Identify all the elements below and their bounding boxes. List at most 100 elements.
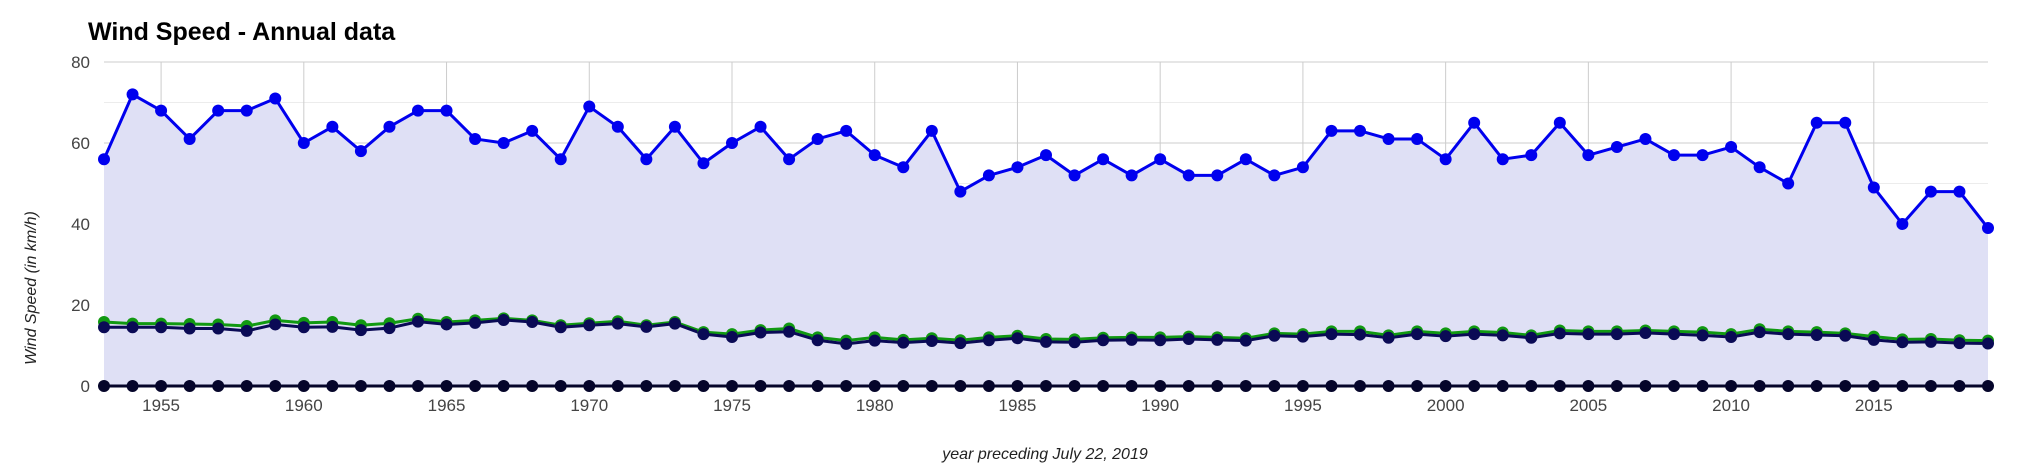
data-point[interactable] [668,317,681,330]
data-point[interactable] [297,137,310,149]
data-point[interactable] [1154,380,1167,392]
data-point[interactable] [840,380,853,392]
data-point[interactable] [354,145,367,158]
data-point[interactable] [1382,380,1395,392]
data-point[interactable] [583,380,596,392]
data-point[interactable] [440,318,453,331]
data-point[interactable] [497,137,510,149]
data-point[interactable] [783,325,796,338]
data-point[interactable] [1182,169,1195,182]
data-point[interactable] [554,380,567,392]
data-point[interactable] [1068,169,1081,182]
data-point[interactable] [1040,380,1052,392]
data-point[interactable] [1610,380,1623,392]
data-point[interactable] [640,153,653,166]
data-point[interactable] [1125,169,1138,182]
data-point[interactable] [155,380,168,392]
data-point[interactable] [583,100,596,113]
data-point[interactable] [640,320,653,333]
data-point[interactable] [1639,380,1652,392]
data-point[interactable] [868,334,881,347]
data-point[interactable] [897,161,910,174]
data-point[interactable] [1525,149,1538,162]
data-point[interactable] [1040,149,1052,162]
data-point[interactable] [1125,333,1138,346]
data-point[interactable] [383,120,396,133]
data-point[interactable] [754,380,767,392]
data-point[interactable] [240,104,253,117]
data-point[interactable] [1154,334,1167,347]
data-point[interactable] [412,104,424,117]
data-point[interactable] [1753,161,1766,174]
data-point[interactable] [1268,329,1281,342]
data-point[interactable] [783,380,796,392]
data-point[interactable] [697,380,710,392]
data-point[interactable] [726,380,738,392]
data-point[interactable] [1610,141,1623,154]
data-point[interactable] [383,322,396,335]
data-point[interactable] [1011,380,1024,392]
data-point[interactable] [1582,328,1595,341]
data-point[interactable] [1610,328,1623,341]
data-point[interactable] [1953,380,1966,392]
data-point[interactable] [1211,169,1224,182]
data-point[interactable] [1239,380,1252,392]
data-point[interactable] [982,380,995,392]
data-point[interactable] [1125,380,1138,392]
data-point[interactable] [1668,380,1680,392]
data-point[interactable] [269,318,282,331]
data-point[interactable] [155,104,168,117]
data-point[interactable] [1839,380,1852,392]
data-point[interactable] [183,322,196,335]
data-point[interactable] [1411,380,1424,392]
data-point[interactable] [1553,327,1566,340]
data-point[interactable] [1354,328,1366,341]
data-point[interactable] [982,169,995,182]
data-point[interactable] [1725,380,1738,392]
data-point[interactable] [583,319,596,332]
data-point[interactable] [1239,153,1252,166]
data-point[interactable] [383,380,396,392]
data-point[interactable] [1496,153,1509,166]
data-point[interactable] [297,380,310,392]
data-point[interactable] [1982,380,1994,392]
data-point[interactable] [1011,332,1024,345]
data-point[interactable] [954,337,967,350]
data-point[interactable] [726,137,738,149]
data-point[interactable] [1239,334,1252,347]
data-point[interactable] [982,334,995,347]
data-point[interactable] [1753,380,1766,392]
data-point[interactable] [1982,337,1994,350]
data-point[interactable] [1097,153,1110,166]
data-point[interactable] [1753,326,1766,339]
data-point[interactable] [440,380,453,392]
data-point[interactable] [1953,185,1966,198]
data-point[interactable] [1867,380,1880,392]
data-point[interactable] [1468,328,1481,341]
data-point[interactable] [1154,153,1167,166]
data-point[interactable] [1725,141,1738,154]
data-point[interactable] [811,334,824,347]
data-point[interactable] [1668,149,1680,162]
data-point[interactable] [611,380,624,392]
data-point[interactable] [840,124,853,137]
data-point[interactable] [212,104,225,117]
data-point[interactable] [497,380,510,392]
data-point[interactable] [611,120,624,133]
data-point[interactable] [840,337,853,350]
data-point[interactable] [469,132,482,145]
data-point[interactable] [1639,326,1652,339]
data-point[interactable] [1896,336,1909,349]
data-point[interactable] [1211,380,1224,392]
data-point[interactable] [1725,330,1738,343]
data-point[interactable] [925,335,938,348]
data-point[interactable] [412,315,424,328]
data-point[interactable] [954,185,967,198]
data-point[interactable] [1525,331,1538,344]
data-point[interactable] [212,380,225,392]
data-point[interactable] [1182,380,1195,392]
data-point[interactable] [1839,116,1852,129]
data-point[interactable] [1268,169,1281,182]
data-point[interactable] [1439,380,1452,392]
data-point[interactable] [526,124,539,137]
